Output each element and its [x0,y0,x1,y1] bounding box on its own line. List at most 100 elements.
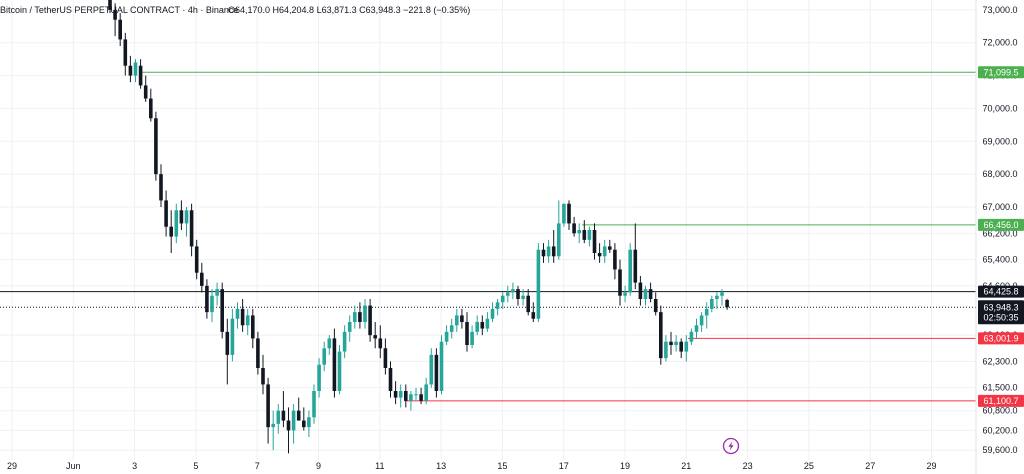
candle-body [424,384,428,401]
candle-body [500,295,505,303]
candle-body [347,322,352,332]
y-tick-label: 67,000.0 [982,202,1017,212]
candle-body [689,331,694,342]
y-tick-label: 68,000.0 [982,169,1017,179]
candle [113,3,117,37]
level-tag-bg [978,394,1024,407]
candle-body [409,394,413,401]
candle-body [368,305,372,336]
candle [133,59,138,83]
candle-body [383,348,388,368]
candle-body [521,295,525,299]
x-tick-label: 3 [132,461,137,471]
candle [699,312,704,332]
candle [200,262,204,293]
candle-body [455,315,459,326]
candle-body [608,246,612,250]
candle-body [602,246,607,257]
candle-body [674,341,678,345]
candle-body [597,253,602,257]
candle-body [495,302,500,309]
candle-body [628,249,632,293]
x-tick-label: 13 [436,461,446,471]
candle-body [669,341,673,345]
level-tag-bg [978,218,1024,231]
candle [444,325,449,345]
candle-body [322,348,326,365]
candle [439,335,444,395]
candle [704,302,709,329]
candle-body [388,368,393,391]
candle-body [506,292,510,296]
candle [465,312,469,352]
candle-body [725,299,729,308]
candle [123,32,128,76]
candle [312,384,316,424]
candle-body [215,289,219,296]
candle [383,338,388,375]
y-tick-label: 65,400.0 [982,255,1017,265]
symbol-title[interactable]: Bitcoin / TetherUS PERPETUAL CONTRACT · … [0,5,238,15]
candle [669,331,673,355]
candle [220,282,224,339]
candle-body [699,315,704,326]
level-tag-bg [978,332,1024,345]
candle-body [113,9,117,20]
candle [638,276,643,306]
candle [317,358,321,398]
candle [684,335,689,362]
time-axis[interactable]: 29 Jun 3 5 7 9 11 13 15 17 19 21 23 25 27 29 [7,461,937,471]
candle [409,391,413,411]
y-tick-label: 60,800.0 [982,406,1017,416]
candle [276,404,281,434]
lightning-icon[interactable] [722,437,740,455]
candle-body [490,308,495,319]
candle-body [572,223,576,234]
x-tick-label: 23 [743,461,753,471]
candle-body [327,338,332,349]
candle-body [159,174,163,201]
candle-body [460,315,464,322]
candle [118,13,122,46]
candle [725,298,729,310]
candle-body [174,210,179,237]
candle-body [434,354,439,391]
candle [353,305,357,329]
candle-body [123,39,128,66]
x-tick-label: Jun [66,461,81,471]
candle [378,325,383,359]
candle [623,285,627,303]
candle [179,200,184,230]
candle [194,239,199,280]
candle-body [154,118,158,175]
y-tick-label: 62,300.0 [982,356,1017,366]
candle-body [261,368,265,385]
candle [674,335,678,352]
candle [546,239,551,263]
candle-body [118,19,122,40]
candle-body [266,384,270,428]
candle [455,308,459,332]
price-tags: 71,099.5 66,456.0 64,425.8 63,001.9 61,100.7… [978,66,1024,407]
candle [470,325,474,349]
candle [449,318,454,339]
candle [551,230,556,263]
candle [225,318,230,385]
candle-body [664,341,668,359]
candle [526,289,530,316]
candle-body [210,295,214,313]
candle [230,308,235,362]
candle-body [184,210,189,224]
current-price-label: 63,948.3 [983,302,1018,312]
candle-body [128,65,133,76]
candle-body [149,98,153,119]
candle [347,315,352,342]
candle [404,384,408,408]
candle-body [638,282,643,299]
candle [485,312,490,332]
candle-body [618,269,622,296]
candle [628,243,632,296]
candle-body [444,331,449,342]
candle [531,302,536,322]
